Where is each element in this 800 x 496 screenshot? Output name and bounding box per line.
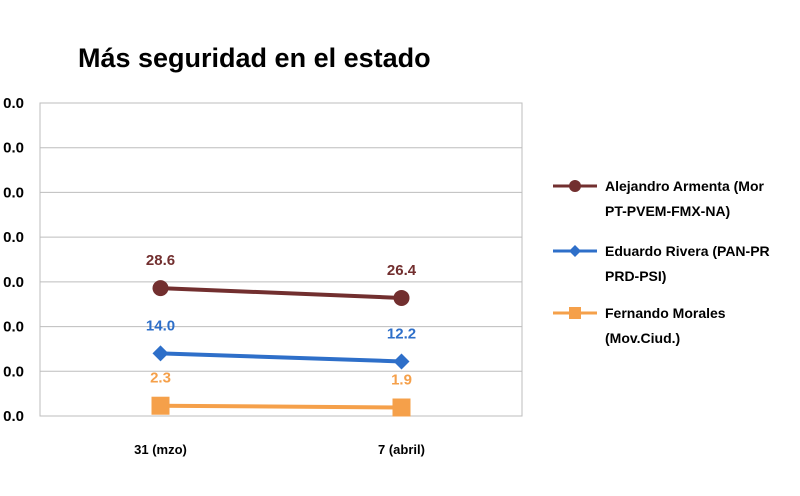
legend-marker bbox=[569, 245, 581, 257]
legend-label: PT-PVEM-FMX-NA) bbox=[605, 203, 730, 219]
data-point bbox=[393, 353, 410, 370]
chart-gridlines bbox=[40, 102, 522, 417]
series-line bbox=[160, 351, 402, 364]
data-point bbox=[152, 280, 169, 297]
data-label: 1.9 bbox=[391, 372, 412, 389]
series-1: 28.6 26.4 bbox=[146, 252, 417, 306]
data-point bbox=[393, 289, 410, 306]
y-tick-label: 0.0 bbox=[3, 363, 24, 380]
legend-label: PRD-PSI) bbox=[605, 268, 666, 284]
data-label: 28.6 bbox=[146, 252, 175, 269]
x-tick-label: 31 (mzo) bbox=[134, 442, 187, 457]
y-tick-label: 0.0 bbox=[3, 95, 24, 112]
data-label: 12.2 bbox=[387, 325, 416, 342]
y-tick-label: 0.0 bbox=[3, 229, 24, 246]
y-tick-label: 0.0 bbox=[3, 274, 24, 291]
y-tick-label: 0.0 bbox=[3, 408, 24, 425]
plot-area bbox=[39, 102, 523, 417]
legend-marker bbox=[569, 180, 581, 192]
y-tick-label: 0.0 bbox=[3, 184, 24, 201]
data-point bbox=[392, 398, 411, 417]
legend-marker bbox=[569, 307, 581, 319]
series-3: 2.3 1.9 bbox=[150, 370, 412, 417]
legend-item: Fernando Morales (Mov.Ciud.) bbox=[553, 305, 726, 346]
series-layer: 28.6 26.4 14.0 12.2 2.3 1.9 bbox=[146, 252, 417, 417]
legend-label: (Mov.Ciud.) bbox=[605, 330, 680, 346]
legend-label: Fernando Morales bbox=[605, 305, 726, 321]
legend: Alejandro Armenta (Mor PT-PVEM-FMX-NA) Edu… bbox=[553, 178, 770, 346]
data-point bbox=[152, 345, 169, 362]
data-point bbox=[151, 396, 170, 415]
y-tick-label: 0.0 bbox=[3, 140, 24, 157]
y-tick-label: 0.0 bbox=[3, 319, 24, 336]
legend-label: Eduardo Rivera (PAN-PR bbox=[605, 243, 770, 259]
series-line bbox=[160, 403, 402, 410]
legend-item: Eduardo Rivera (PAN-PR PRD-PSI) bbox=[553, 243, 770, 284]
legend-item: Alejandro Armenta (Mor PT-PVEM-FMX-NA) bbox=[553, 178, 764, 219]
data-label: 14.0 bbox=[146, 317, 175, 334]
series-2: 14.0 12.2 bbox=[146, 317, 416, 370]
series-line bbox=[160, 286, 402, 300]
data-label: 2.3 bbox=[150, 370, 171, 387]
x-axis-ticks: 31 (mzo) 7 (abril) bbox=[134, 442, 425, 457]
x-tick-label: 7 (abril) bbox=[378, 442, 425, 457]
chart-title: Más seguridad en el estado bbox=[78, 43, 431, 73]
y-axis-ticks: 0.0 0.0 0.0 0.0 0.0 0.0 0.0 0.0 bbox=[3, 95, 24, 425]
legend-label: Alejandro Armenta (Mor bbox=[605, 178, 764, 194]
data-label: 26.4 bbox=[387, 262, 417, 279]
